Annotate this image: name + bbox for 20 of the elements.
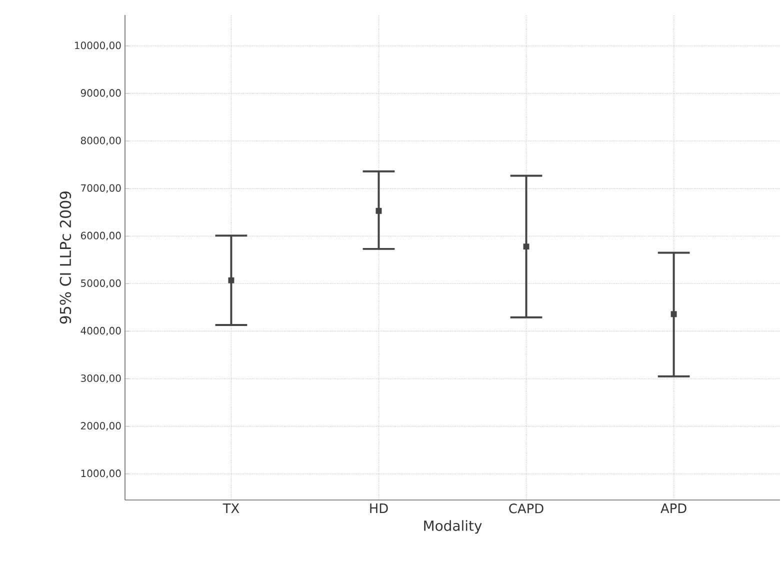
- y-tick-label: 4000,00: [80, 326, 121, 336]
- point: [523, 244, 530, 250]
- point: [670, 311, 677, 318]
- y-tick-label: 6000,00: [80, 232, 121, 240]
- x-tick-label: HD: [370, 504, 388, 513]
- y-tick-label: 8000,00: [80, 136, 121, 146]
- x-tick-label: CAPD: [509, 504, 544, 514]
- point: [228, 277, 234, 284]
- y-tick-label: 7000,00: [81, 184, 121, 193]
- y-tick-label: 9000,00: [80, 89, 121, 98]
- y-tick-label: 1000,00: [81, 470, 121, 478]
- y-axis-title: 95% CI LLPc 2009: [60, 191, 72, 324]
- point: [376, 208, 382, 214]
- x-axis-title: Modality: [424, 520, 482, 534]
- y-tick-label: 2000,00: [81, 422, 121, 431]
- x-tick-label: APD: [660, 504, 686, 513]
- x-tick-label: TX: [222, 504, 240, 513]
- y-tick-label: 5000,00: [81, 279, 121, 288]
- y-tick-label: 10000,00: [75, 42, 121, 50]
- y-tick-label: 3000,00: [81, 374, 121, 384]
